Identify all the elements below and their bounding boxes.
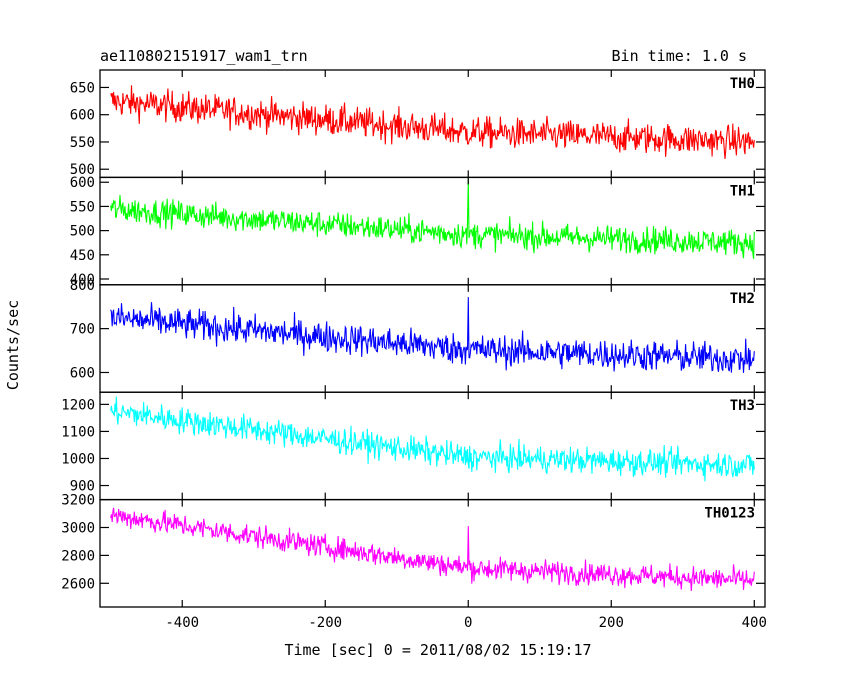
- panel-th1: 400 450 500 550 600 TH1: [70, 175, 766, 288]
- x-tick-label: -200: [308, 615, 342, 631]
- y-tick-label: 550: [70, 135, 95, 151]
- panel-th3: 900 1000 1100 1200 TH3: [61, 391, 766, 501]
- panel-frame: [99, 498, 766, 608]
- y-tick-label: 600: [70, 365, 95, 381]
- y-tick-label: 400: [70, 272, 95, 288]
- x-axis: -400 -200 0 200 400: [165, 615, 767, 631]
- series-line-th3: [110, 396, 755, 482]
- x-tick-label: 200: [599, 615, 624, 631]
- x-tick-label: -400: [165, 615, 199, 631]
- y-tick-label: 600: [70, 108, 95, 124]
- series-line-th2: [110, 297, 755, 373]
- y-tick-label: 1200: [61, 397, 95, 413]
- panel-th2: 600 700 800 TH2: [70, 278, 766, 393]
- y-tick-label: 3200: [61, 493, 95, 509]
- y-tick-label: 900: [70, 479, 95, 495]
- y-tick-label: 1000: [61, 451, 95, 467]
- series-line-th1: [110, 178, 755, 259]
- y-tick-label: 500: [70, 162, 95, 178]
- x-tick-label: 0: [464, 615, 472, 631]
- panel-label: TH0123: [704, 506, 755, 522]
- y-tick-label: 650: [70, 80, 95, 96]
- y-tick-label: 1100: [61, 424, 95, 440]
- x-tick-label: 400: [742, 615, 767, 631]
- series-line-th0123: [110, 507, 755, 592]
- panel-label: TH0: [730, 76, 755, 92]
- y-tick-label: 2800: [61, 548, 95, 564]
- panel-th0123: 2600 2800 3000 3200 TH0123: [61, 493, 766, 608]
- y-tick-label: 450: [70, 248, 95, 264]
- bin-time-label: Bin time: 1.0 s: [612, 47, 747, 65]
- y-tick-label: 700: [70, 322, 95, 338]
- panel-frame: [99, 284, 766, 393]
- series-line-th0: [110, 85, 755, 159]
- chart-title: ae110802151917_wam1_trn: [100, 47, 308, 65]
- y-tick-label: 3000: [61, 520, 95, 536]
- panel-label: TH2: [730, 291, 755, 307]
- y-axis-title: Counts/sec: [4, 300, 22, 390]
- y-tick-label: 600: [70, 175, 95, 191]
- y-tick-label: 2600: [61, 576, 95, 592]
- y-tick-label: 800: [70, 278, 95, 294]
- panel-frame: [99, 391, 766, 501]
- panel-th0: 500 550 600 650 TH0: [70, 69, 766, 178]
- y-tick-label: 550: [70, 199, 95, 215]
- y-tick-label: 500: [70, 224, 95, 240]
- x-axis-title: Time [sec] 0 = 2011/08/02 15:19:17: [284, 641, 591, 659]
- panel-label: TH3: [730, 398, 755, 414]
- panel-label: TH1: [730, 183, 755, 199]
- panels-group: 500 550 600 650 TH0 400 450 500 550 600 TH1 600 700 8…: [61, 69, 766, 608]
